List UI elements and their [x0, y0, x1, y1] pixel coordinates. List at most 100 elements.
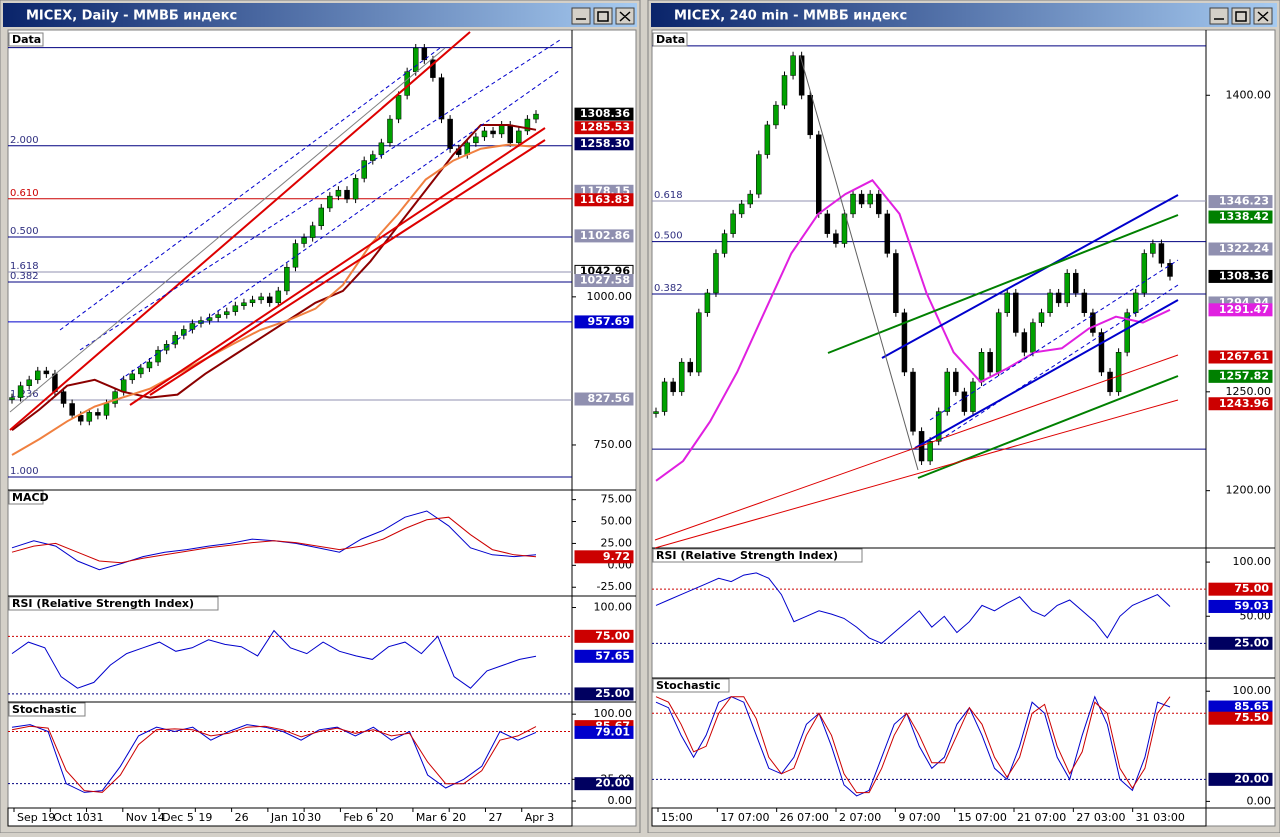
y-tick-label: 1250.00 [1226, 385, 1272, 398]
y-tick-label: 1200.00 [1226, 484, 1272, 497]
price-tag [574, 629, 634, 643]
date-axis [7, 807, 573, 827]
date-label: 26 07:00 [780, 811, 829, 824]
panel-title: RSI (Relative Strength Index) [656, 549, 838, 562]
y-tick-label: 75.00 [601, 493, 633, 506]
candle [9, 397, 15, 400]
date-label: 30 [307, 811, 321, 824]
price-tag-label: 25.00 [1234, 636, 1269, 649]
minimize-button[interactable] [1209, 7, 1229, 25]
price-tag-label: 75.50 [1234, 711, 1269, 724]
title-bar [651, 3, 1277, 27]
candle [395, 95, 402, 120]
y-tick-label: 100.00 [594, 601, 633, 614]
indicator-line [11, 124, 537, 431]
candle [438, 77, 445, 120]
price-tag [574, 725, 634, 739]
level-label: 2.000 [10, 135, 39, 146]
y-tick-label: -25.00 [597, 580, 632, 593]
price-tag-label: 20.00 [1234, 772, 1269, 785]
price-tag [1208, 269, 1273, 283]
date-label: Jan 10 [270, 811, 305, 824]
price-tag [1208, 303, 1273, 317]
trend-line [881, 194, 1179, 449]
candle [301, 237, 307, 244]
candle [507, 124, 513, 144]
candle [713, 253, 719, 294]
title-bar [3, 3, 637, 27]
price-tag-label: 1338.42 [1219, 210, 1269, 223]
panel-title: Data [12, 33, 41, 46]
candle [1055, 292, 1062, 304]
minimize-button[interactable] [571, 7, 591, 25]
candle [35, 370, 41, 381]
price-tag [1208, 397, 1273, 411]
price-tag-label: 79.01 [595, 725, 630, 738]
candle [129, 373, 136, 381]
candle [738, 203, 745, 215]
candle [816, 134, 822, 215]
candle [120, 379, 127, 392]
candle [318, 207, 324, 226]
candle [533, 113, 539, 120]
candle [833, 233, 839, 244]
window-title: MICEX, 240 min - ММВБ индекс [674, 9, 907, 24]
level-label: 1.618 [10, 261, 39, 272]
candle [1098, 332, 1105, 373]
indicator-line [11, 629, 537, 689]
date-label: Apr 3 [525, 811, 555, 824]
candle [1030, 322, 1036, 353]
price-tag [574, 121, 634, 135]
level-label: 0.500 [10, 226, 39, 237]
panel-title-box [652, 32, 688, 47]
candle [730, 213, 736, 234]
indicator-line [655, 179, 1171, 482]
y-tick-label: 100.00 [594, 707, 633, 720]
window-buttons[interactable] [571, 7, 1273, 25]
date-axis [651, 807, 1207, 827]
candle [1132, 292, 1139, 313]
price-tag-label: 75.00 [595, 629, 630, 642]
price-tag-label: 957.69 [588, 315, 630, 328]
price-tag-label: 20.00 [595, 777, 630, 790]
trend-line [59, 39, 561, 381]
candle [653, 411, 659, 414]
price-tag-label: 85.65 [1234, 700, 1269, 713]
y-tick-label: 750.00 [594, 438, 633, 451]
candle [1090, 312, 1096, 333]
candle [524, 118, 531, 132]
candle [970, 381, 976, 412]
indicator-line [11, 143, 537, 456]
candle [944, 371, 951, 412]
candle [421, 47, 428, 61]
candle [138, 367, 144, 375]
price-tag [574, 137, 634, 151]
price-tag [1208, 599, 1273, 613]
candle [773, 104, 779, 126]
candle [284, 266, 290, 292]
candle [893, 253, 899, 313]
candle [901, 312, 908, 373]
charts: 1.0002.0000.6100.5001.6180.3821.2361.000… [7, 29, 1276, 827]
panel-title-box [8, 596, 219, 611]
price-tag-label: 9.72 [603, 550, 630, 563]
candle [370, 154, 376, 161]
candle [790, 55, 796, 76]
price-tag [1208, 636, 1273, 650]
price-tag [574, 229, 634, 243]
candle [935, 411, 942, 442]
candle [224, 311, 230, 315]
price-tag-label: 75.00 [1234, 582, 1269, 595]
panel-title-box [652, 678, 730, 693]
date-label: 20 [380, 811, 394, 824]
date-label: Oct 10 [53, 811, 90, 824]
price-tag [1208, 369, 1273, 383]
level-label: 0.382 [654, 283, 683, 294]
price-tag [574, 550, 634, 564]
candle [1167, 263, 1173, 277]
y-tick-label: 100.00 [1233, 684, 1272, 697]
trend-line [9, 31, 546, 431]
panel-title-box [652, 548, 863, 563]
indicator-line [655, 696, 1171, 794]
